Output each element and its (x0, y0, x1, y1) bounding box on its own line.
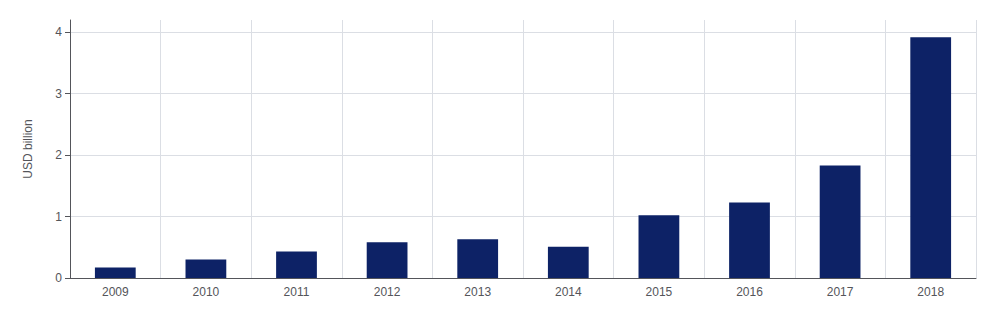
svg-text:2011: 2011 (284, 285, 310, 299)
svg-text:1: 1 (55, 210, 62, 224)
svg-text:2016: 2016 (736, 285, 763, 299)
svg-text:2018: 2018 (917, 285, 944, 299)
svg-text:2015: 2015 (646, 285, 673, 299)
svg-text:2010: 2010 (193, 285, 220, 299)
svg-text:2013: 2013 (464, 285, 491, 299)
svg-text:0: 0 (55, 271, 62, 285)
svg-text:2017: 2017 (827, 285, 854, 299)
svg-text:3: 3 (55, 87, 62, 101)
svg-text:USD billion: USD billion (21, 119, 35, 178)
svg-text:4: 4 (55, 25, 62, 39)
svg-text:2: 2 (55, 148, 62, 162)
svg-text:2009: 2009 (102, 285, 129, 299)
svg-text:2012: 2012 (374, 285, 401, 299)
svg-text:2014: 2014 (555, 285, 582, 299)
